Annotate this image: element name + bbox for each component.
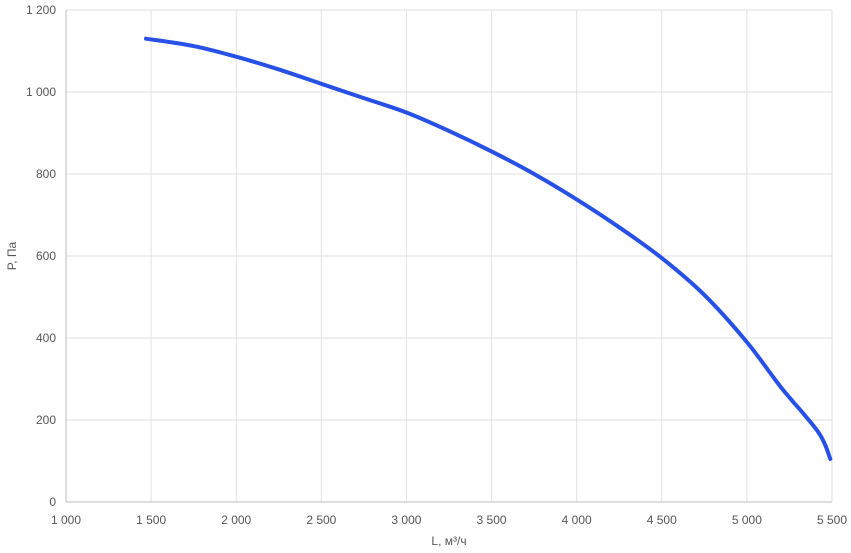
y-tick-label-6: 1 200 <box>26 3 56 17</box>
x-tick-label-5: 3 500 <box>477 513 507 527</box>
axes <box>65 10 832 503</box>
x-tick-label-1: 1 500 <box>136 513 166 527</box>
x-tick-label-0: 1 000 <box>51 513 81 527</box>
y-tick-label-2: 400 <box>36 331 56 345</box>
x-tick-label-7: 4 500 <box>647 513 677 527</box>
y-tick-label-4: 800 <box>36 167 56 181</box>
x-tick-label-6: 4 000 <box>562 513 592 527</box>
x-tick-label-4: 3 000 <box>391 513 421 527</box>
tick-labels: 1 000 1 500 2 000 2 500 3 000 3 500 4 000 4 500… <box>26 3 847 527</box>
x-axis-label: L, м³/ч <box>431 534 466 548</box>
y-axis-label: P, Па <box>5 241 19 270</box>
y-tick-label-3: 600 <box>36 249 56 263</box>
y-tick-label-1: 200 <box>36 413 56 427</box>
x-tick-label-8: 5 000 <box>732 513 762 527</box>
grid <box>65 9 833 503</box>
y-tick-label-5: 1 000 <box>26 85 56 99</box>
y-tick-label-0: 0 <box>49 495 56 509</box>
x-tick-label-2: 2 000 <box>221 513 251 527</box>
x-tick-label-9: 5 500 <box>817 513 847 527</box>
series-layer <box>144 36 833 461</box>
x-tick-label-3: 2 500 <box>306 513 336 527</box>
series-line-0 <box>144 36 833 461</box>
